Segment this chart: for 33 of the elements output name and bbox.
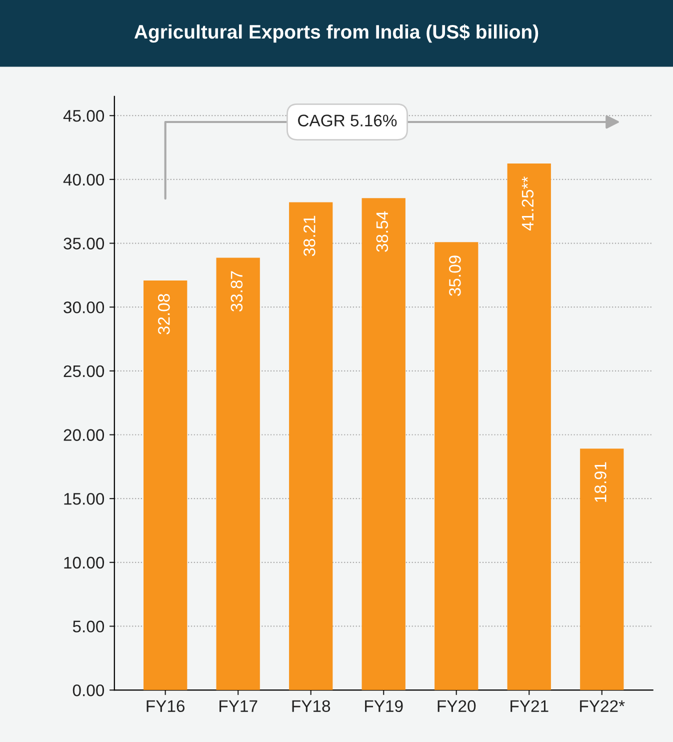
y-tick-label: 5.00 xyxy=(72,620,104,632)
y-tick-label: 30.00 xyxy=(64,301,104,314)
x-tick-label: FY19 xyxy=(365,700,403,712)
x-tick-label: FY18 xyxy=(292,700,330,712)
x-tick-label: FY21 xyxy=(510,700,548,712)
y-tick-label: 0.00 xyxy=(72,684,104,696)
data-label: 33.87 xyxy=(230,271,243,312)
bar xyxy=(216,258,260,690)
bar xyxy=(507,163,551,690)
y-tick-label: 45.00 xyxy=(63,110,104,122)
x-tick-label: FY20 xyxy=(438,700,476,712)
bar xyxy=(144,280,188,690)
y-tick-label: 10.00 xyxy=(64,556,104,569)
data-label: 38.21 xyxy=(304,216,316,256)
y-tick-label: 15.00 xyxy=(64,492,104,505)
annotation: CAGR 5.16% xyxy=(298,114,397,126)
data-label: 35.09 xyxy=(449,256,461,296)
data-label: 32.08 xyxy=(158,294,170,334)
bar xyxy=(362,198,406,690)
chart-title: Agricultural Exports from India (US$ billion) xyxy=(134,24,538,43)
x-tick-label: FY22* xyxy=(580,700,625,712)
data-label: 38.54 xyxy=(376,211,388,252)
bar xyxy=(289,202,333,690)
data-label: 18.91 xyxy=(594,462,606,502)
y-tick-label: 40.00 xyxy=(63,174,104,186)
y-tick-label: 25.00 xyxy=(64,365,104,378)
x-tick-label: FY16 xyxy=(146,700,185,712)
bar xyxy=(580,448,624,690)
y-tick-label: 20.00 xyxy=(64,429,104,441)
y-tick-label: 35.00 xyxy=(64,238,104,250)
data-label: 41.25** xyxy=(522,176,534,231)
bar xyxy=(434,242,478,690)
x-tick-label: FY17 xyxy=(220,700,258,712)
